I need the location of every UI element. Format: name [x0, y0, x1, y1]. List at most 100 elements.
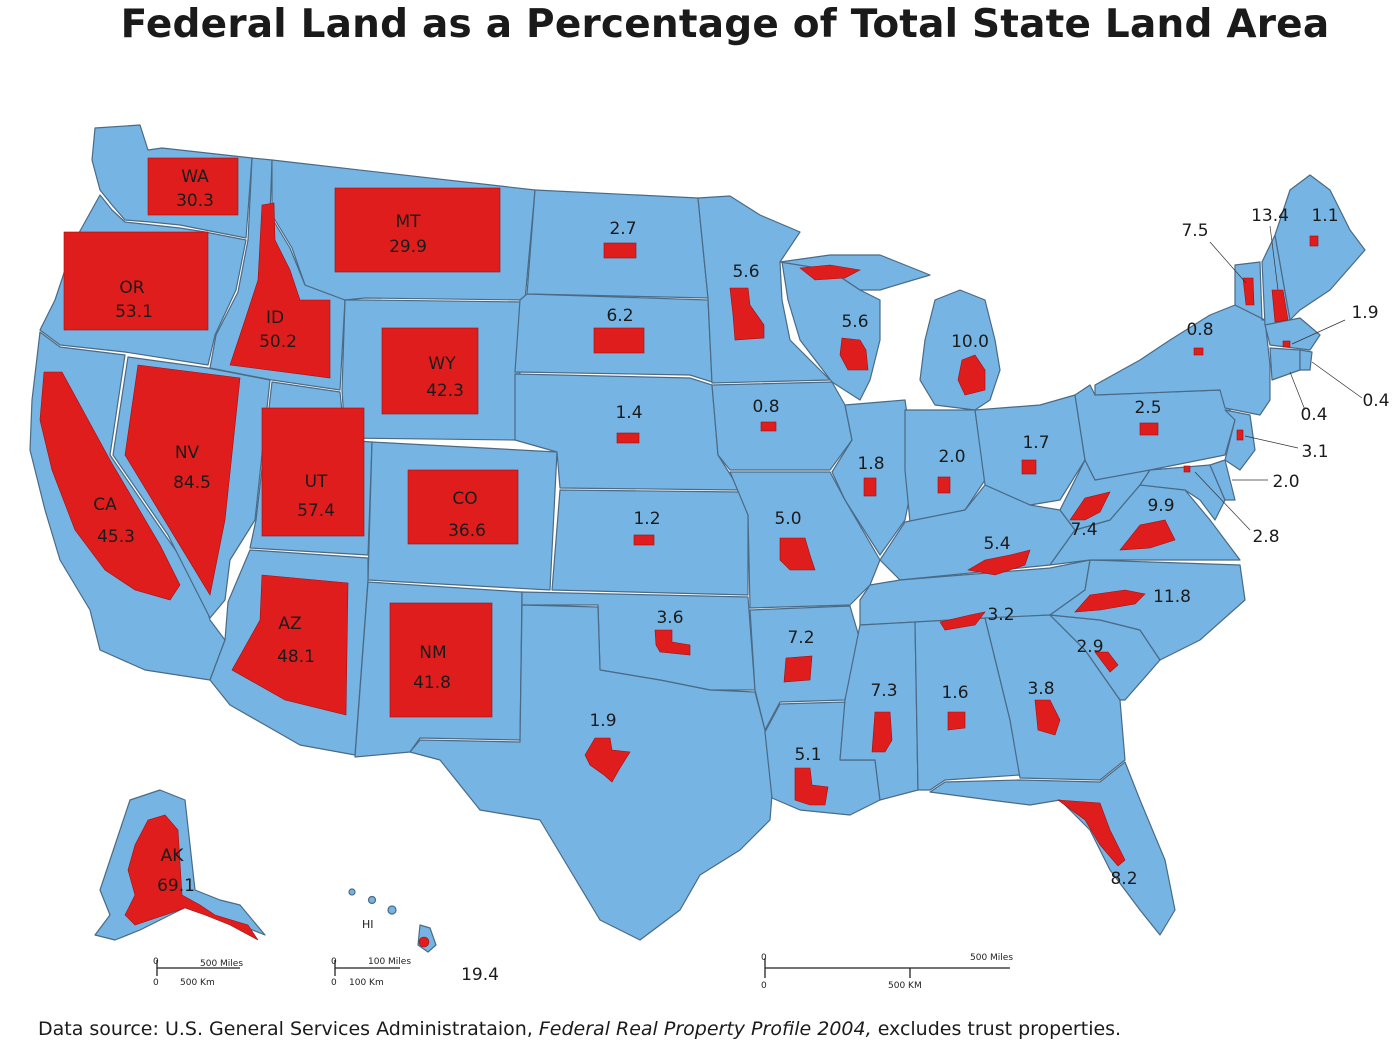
label-ca-abbr: CA: [93, 495, 117, 515]
state-ma: [1264, 317, 1321, 351]
federal-land-wy: [381, 327, 479, 415]
label-wa-abbr: WA: [181, 167, 209, 187]
value-tn: 3.2: [987, 605, 1014, 625]
federal-land-ut: [261, 407, 365, 537]
value-ia: 0.8: [752, 397, 779, 417]
federal-land-sd: [593, 327, 645, 354]
label-nm-abbr: NM: [419, 643, 446, 663]
state-me: [1274, 174, 1366, 321]
value-mn: 5.6: [732, 262, 759, 282]
state-de: [1209, 459, 1236, 501]
federal-land-nh: [1271, 289, 1289, 323]
label-id-value: 50.2: [259, 332, 297, 352]
federal-land-ia: [760, 421, 777, 432]
svg-text:500 Miles: 500 Miles: [970, 953, 1013, 963]
leader-nj: [1244, 435, 1299, 449]
federal-land-hi: [418, 936, 430, 948]
hawaii-island-small: [348, 888, 356, 896]
value-in: 2.0: [938, 447, 965, 467]
svg-text:0: 0: [331, 978, 337, 988]
label-ut-abbr: UT: [305, 472, 328, 492]
value-ks: 1.2: [633, 509, 660, 529]
federal-land-ky: [967, 549, 1031, 576]
svg-text:500 Miles: 500 Miles: [200, 959, 243, 969]
federal-land-ny: [1193, 347, 1204, 356]
federal-land-vt: [1242, 277, 1255, 306]
federal-land-nc: [1074, 589, 1146, 613]
federal-land-nd: [603, 242, 637, 259]
federal-land-ok: [654, 629, 691, 656]
svg-text:500 Km: 500 Km: [180, 978, 215, 988]
value-wv: 7.4: [1070, 520, 1097, 540]
federal-land-tn: [939, 611, 986, 631]
federal-land-nj: [1236, 429, 1244, 441]
state-fl: [929, 761, 1176, 936]
federal-land-or: [63, 231, 209, 331]
label-ak-value: 69.1: [157, 876, 195, 896]
value-me: 1.1: [1311, 206, 1338, 226]
federal-land-az: [231, 574, 349, 716]
svg-text:100 Miles: 100 Miles: [368, 957, 411, 967]
federal-land-al: [947, 711, 966, 731]
svg-text:100 Km: 100 Km: [349, 978, 384, 988]
federal-land-va: [1119, 519, 1176, 551]
map-title: Federal Land as a Percentage of Total St…: [120, 2, 1330, 47]
label-id-abbr: ID: [266, 308, 284, 328]
label-nv-value: 84.5: [173, 473, 211, 493]
state-mn: [697, 195, 831, 384]
leader-nh: [1269, 225, 1279, 291]
state-tx: [409, 604, 773, 941]
scale-bar-alaska: 0 500 Miles 0 500 Km: [153, 957, 243, 988]
federal-land-la: [794, 767, 829, 806]
value-ne: 1.4: [615, 403, 642, 423]
data-source-note: Data source: U.S. General Services Admin…: [38, 1018, 1121, 1040]
label-ut-value: 57.4: [297, 501, 335, 521]
value-fl: 8.2: [1110, 869, 1137, 889]
label-wy-value: 42.3: [426, 381, 464, 401]
label-nm-value: 41.8: [413, 673, 451, 693]
federal-land-mo: [779, 537, 816, 571]
value-sd: 6.2: [606, 306, 633, 326]
value-al: 1.6: [941, 683, 968, 703]
federal-land-mt: [334, 187, 501, 273]
label-or-abbr: OR: [119, 278, 144, 298]
state-nc: [1049, 559, 1246, 661]
value-oh: 1.7: [1022, 433, 1049, 453]
value-vt: 7.5: [1181, 221, 1208, 241]
federal-land-mi-up: [799, 264, 861, 281]
value-de: 2.0: [1272, 472, 1299, 492]
footer-prefix: Data source: U.S. General Services Admin…: [38, 1018, 533, 1040]
state-ia: [711, 381, 853, 471]
label-ak-abbr: AK: [161, 846, 185, 866]
federal-land-mi: [957, 354, 986, 396]
federal-land-ga: [1034, 699, 1061, 736]
value-ga: 3.8: [1027, 679, 1054, 699]
value-nc: 11.8: [1153, 587, 1191, 607]
value-nh: 13.4: [1251, 206, 1289, 226]
value-ny: 0.8: [1186, 320, 1213, 340]
federal-land-fl: [1056, 799, 1126, 867]
label-wy-abbr: WY: [428, 354, 456, 374]
value-tx: 1.9: [589, 711, 616, 731]
label-or-value: 53.1: [115, 302, 153, 322]
value-la: 5.1: [794, 745, 821, 765]
value-ri: 0.4: [1362, 391, 1389, 411]
label-mt-value: 29.9: [389, 237, 427, 257]
label-hi-abbr: HI: [362, 918, 374, 931]
value-ar: 7.2: [787, 628, 814, 648]
svg-text:0: 0: [331, 957, 337, 967]
federal-land-ms: [871, 711, 893, 753]
label-wa-value: 30.3: [176, 191, 214, 211]
federal-land-mn: [729, 287, 765, 341]
federal-land-ca: [39, 371, 181, 601]
value-il: 1.8: [857, 454, 884, 474]
footer-publication: Federal Real Property Profile 2004,: [538, 1018, 872, 1040]
value-ct: 0.4: [1300, 405, 1327, 425]
svg-text:0: 0: [153, 957, 159, 967]
value-pa: 2.5: [1134, 398, 1161, 418]
federal-land-md: [1183, 465, 1191, 473]
label-nv-abbr: NV: [175, 443, 200, 463]
federal-land-ar: [783, 655, 813, 683]
svg-text:0: 0: [153, 978, 159, 988]
